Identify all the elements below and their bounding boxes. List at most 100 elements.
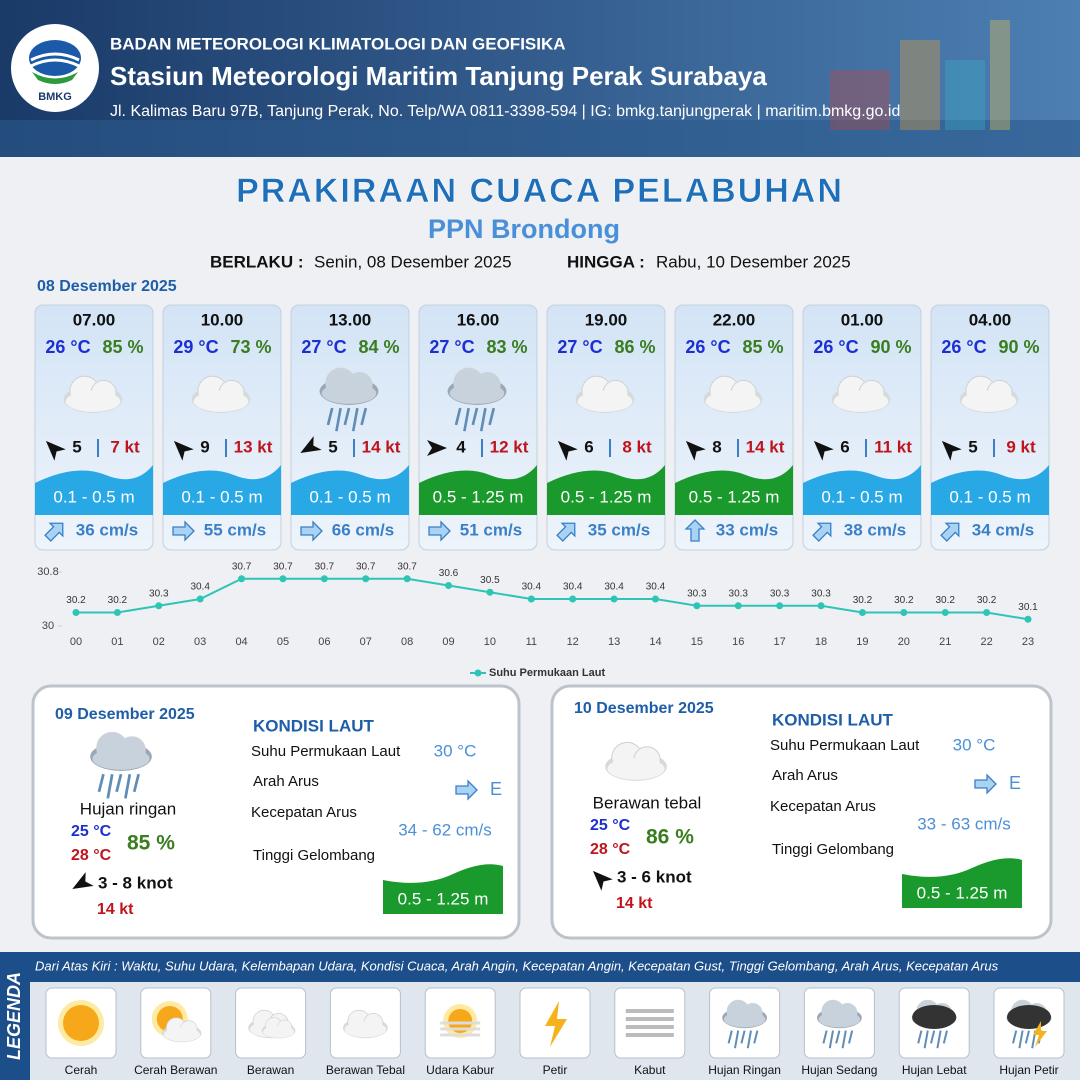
rain-drop [360, 407, 368, 426]
humidity: 85 % [102, 337, 143, 357]
current-speed: 35 cm/s [588, 520, 650, 539]
current-dir: E [1009, 773, 1021, 793]
x-tick-label: 15 [691, 636, 703, 648]
cloud-part [723, 1011, 766, 1028]
current-dir-label: Arah Arus [772, 767, 838, 784]
current-speed: 38 cm/s [844, 520, 906, 539]
station: Stasiun Meteorologi Maritim Tanjung Pera… [110, 61, 767, 91]
point [486, 588, 494, 596]
cloud-part [92, 747, 150, 770]
rain-drop [835, 1030, 841, 1044]
x-tick-label: 05 [277, 636, 289, 648]
cloud-part [961, 390, 1017, 412]
title: PRAKIRAAN CUACA PELABUHAN [236, 172, 844, 210]
cloud-icon [447, 367, 507, 405]
sun [448, 1009, 473, 1033]
gust: 11 kt [874, 437, 912, 456]
value-label: 30.5 [480, 575, 500, 586]
air-temp: 26 °C [685, 337, 730, 357]
point [320, 575, 328, 583]
cloud-icon [90, 731, 152, 771]
point [403, 575, 411, 583]
x-tick-label: 18 [815, 636, 827, 648]
wave-height: 0.1 - 0.5 m [53, 487, 134, 506]
sst: 30 °C [953, 735, 996, 754]
wind-speed: 5 [72, 437, 81, 456]
condition: Hujan ringan [80, 799, 176, 818]
sea-title: KONDISI LAUT [772, 710, 894, 729]
cloud-part [65, 390, 121, 412]
x-tick-label: 03 [194, 636, 206, 648]
wave [902, 858, 1022, 908]
rain-drop [479, 407, 487, 432]
x-tick-label: 16 [732, 636, 744, 648]
logo-green [32, 72, 78, 84]
current-speed-label: Kecepatan Arus [770, 798, 876, 815]
point [527, 595, 535, 603]
value-label: 30.4 [522, 582, 542, 593]
value-label: 30.2 [977, 595, 997, 606]
sst-label: Suhu Permukaan Laut [770, 737, 920, 754]
current-arrow [556, 522, 576, 542]
humidity: 85 % [742, 337, 783, 357]
cloud-part [449, 382, 505, 404]
y-tick-label: 30.8 [37, 566, 58, 578]
x-tick-label: 14 [649, 636, 661, 648]
point [155, 602, 163, 610]
rain-drop [917, 1030, 923, 1044]
value-label: 30.3 [770, 588, 790, 599]
legend-dot [474, 669, 482, 677]
value-label: 30.3 [729, 588, 749, 599]
legend-item: Cerah Berawan [134, 1063, 217, 1077]
time: 01.00 [841, 310, 884, 329]
sst: 30 °C [434, 741, 477, 760]
cloud-part [163, 1027, 200, 1042]
wave [35, 465, 153, 515]
x-tick-label: 07 [360, 636, 372, 648]
cloud-part [263, 1025, 295, 1038]
humidity: 86 % [614, 337, 655, 357]
rain-drop [923, 1030, 929, 1049]
humidity: 84 % [358, 337, 399, 357]
time: 22.00 [713, 310, 756, 329]
cloud-icon [343, 1009, 388, 1039]
value-label: 30.4 [190, 582, 210, 593]
point [196, 595, 204, 603]
rain-drop [942, 1030, 948, 1044]
to-label: HINGGA : [567, 252, 645, 271]
current-dir: E [490, 779, 502, 799]
dark-cloud [912, 1005, 957, 1029]
bolt [545, 1001, 567, 1047]
value-label: 30.2 [66, 595, 86, 606]
rain-icon [817, 999, 862, 1049]
air-temp: 26 °C [45, 337, 90, 357]
cloud-part [607, 757, 665, 780]
wind: 3 - 6 knot [617, 867, 692, 886]
cloud-icon [319, 367, 379, 405]
time: 16.00 [457, 310, 500, 329]
wind-speed: 6 [840, 437, 849, 456]
rain-drop [106, 773, 114, 799]
rain-drop [97, 773, 105, 793]
wave [803, 465, 921, 515]
current-speed-label: Kecepatan Arus [251, 804, 357, 821]
sun [63, 1005, 99, 1041]
air-temp: 27 °C [301, 337, 346, 357]
rain-drop [841, 1030, 847, 1049]
day-panel [550, 684, 1053, 940]
current-speed: 66 cm/s [332, 520, 394, 539]
sea-title: KONDISI LAUT [253, 716, 375, 735]
gust: 14 kt [746, 437, 785, 456]
bolt [1033, 1021, 1047, 1047]
legend-item: Cerah [65, 1063, 98, 1077]
wind-arrow [813, 440, 834, 461]
rain-drop [727, 1030, 733, 1044]
legend-item: Kabut [634, 1063, 666, 1077]
temp-min: 25 °C [71, 823, 112, 840]
current-arrow [455, 779, 478, 801]
wind-arrow [592, 870, 613, 891]
rain-drop [326, 407, 334, 426]
line [76, 577, 1029, 621]
wave-height: 0.1 - 0.5 m [821, 487, 902, 506]
